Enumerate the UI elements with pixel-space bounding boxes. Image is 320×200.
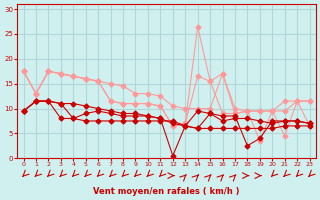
X-axis label: Vent moyen/en rafales ( km/h ): Vent moyen/en rafales ( km/h ) (93, 187, 240, 196)
